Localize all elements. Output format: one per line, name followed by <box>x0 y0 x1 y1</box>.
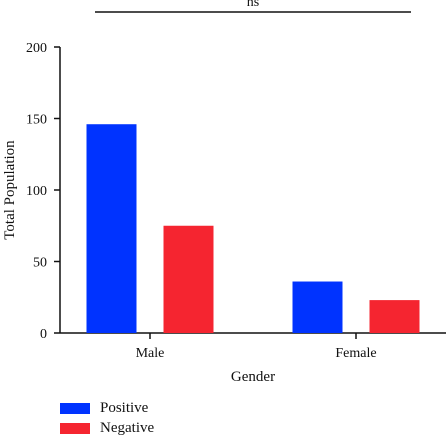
bar-positive-female <box>292 281 343 333</box>
legend-label-positive: Positive <box>100 399 149 416</box>
y-tick-label: 0 <box>40 327 47 342</box>
legend-swatch-negative <box>60 422 90 434</box>
bar-negative-female <box>369 300 420 333</box>
legend: Positive Negative <box>60 398 154 438</box>
x-tick-label-male: Male <box>136 346 165 361</box>
bar-positive-male <box>86 124 137 333</box>
significance-annotation: ns <box>95 0 411 13</box>
legend-swatch-positive <box>60 402 90 414</box>
y-axis-title: Total Population <box>2 140 18 240</box>
y-tick-label: 150 <box>26 113 47 128</box>
legend-item-negative: Negative <box>60 418 154 438</box>
significance-label: ns <box>247 0 259 10</box>
y-tick-label: 100 <box>26 184 47 199</box>
legend-label-negative: Negative <box>100 419 155 436</box>
legend-item-positive: Positive <box>60 398 154 418</box>
bar-negative-male <box>163 225 214 333</box>
y-tick-label: 200 <box>26 41 47 56</box>
y-tick-label: 50 <box>33 256 47 271</box>
x-tick-label-female: Female <box>335 346 376 361</box>
x-axis-title: Gender <box>231 369 275 385</box>
